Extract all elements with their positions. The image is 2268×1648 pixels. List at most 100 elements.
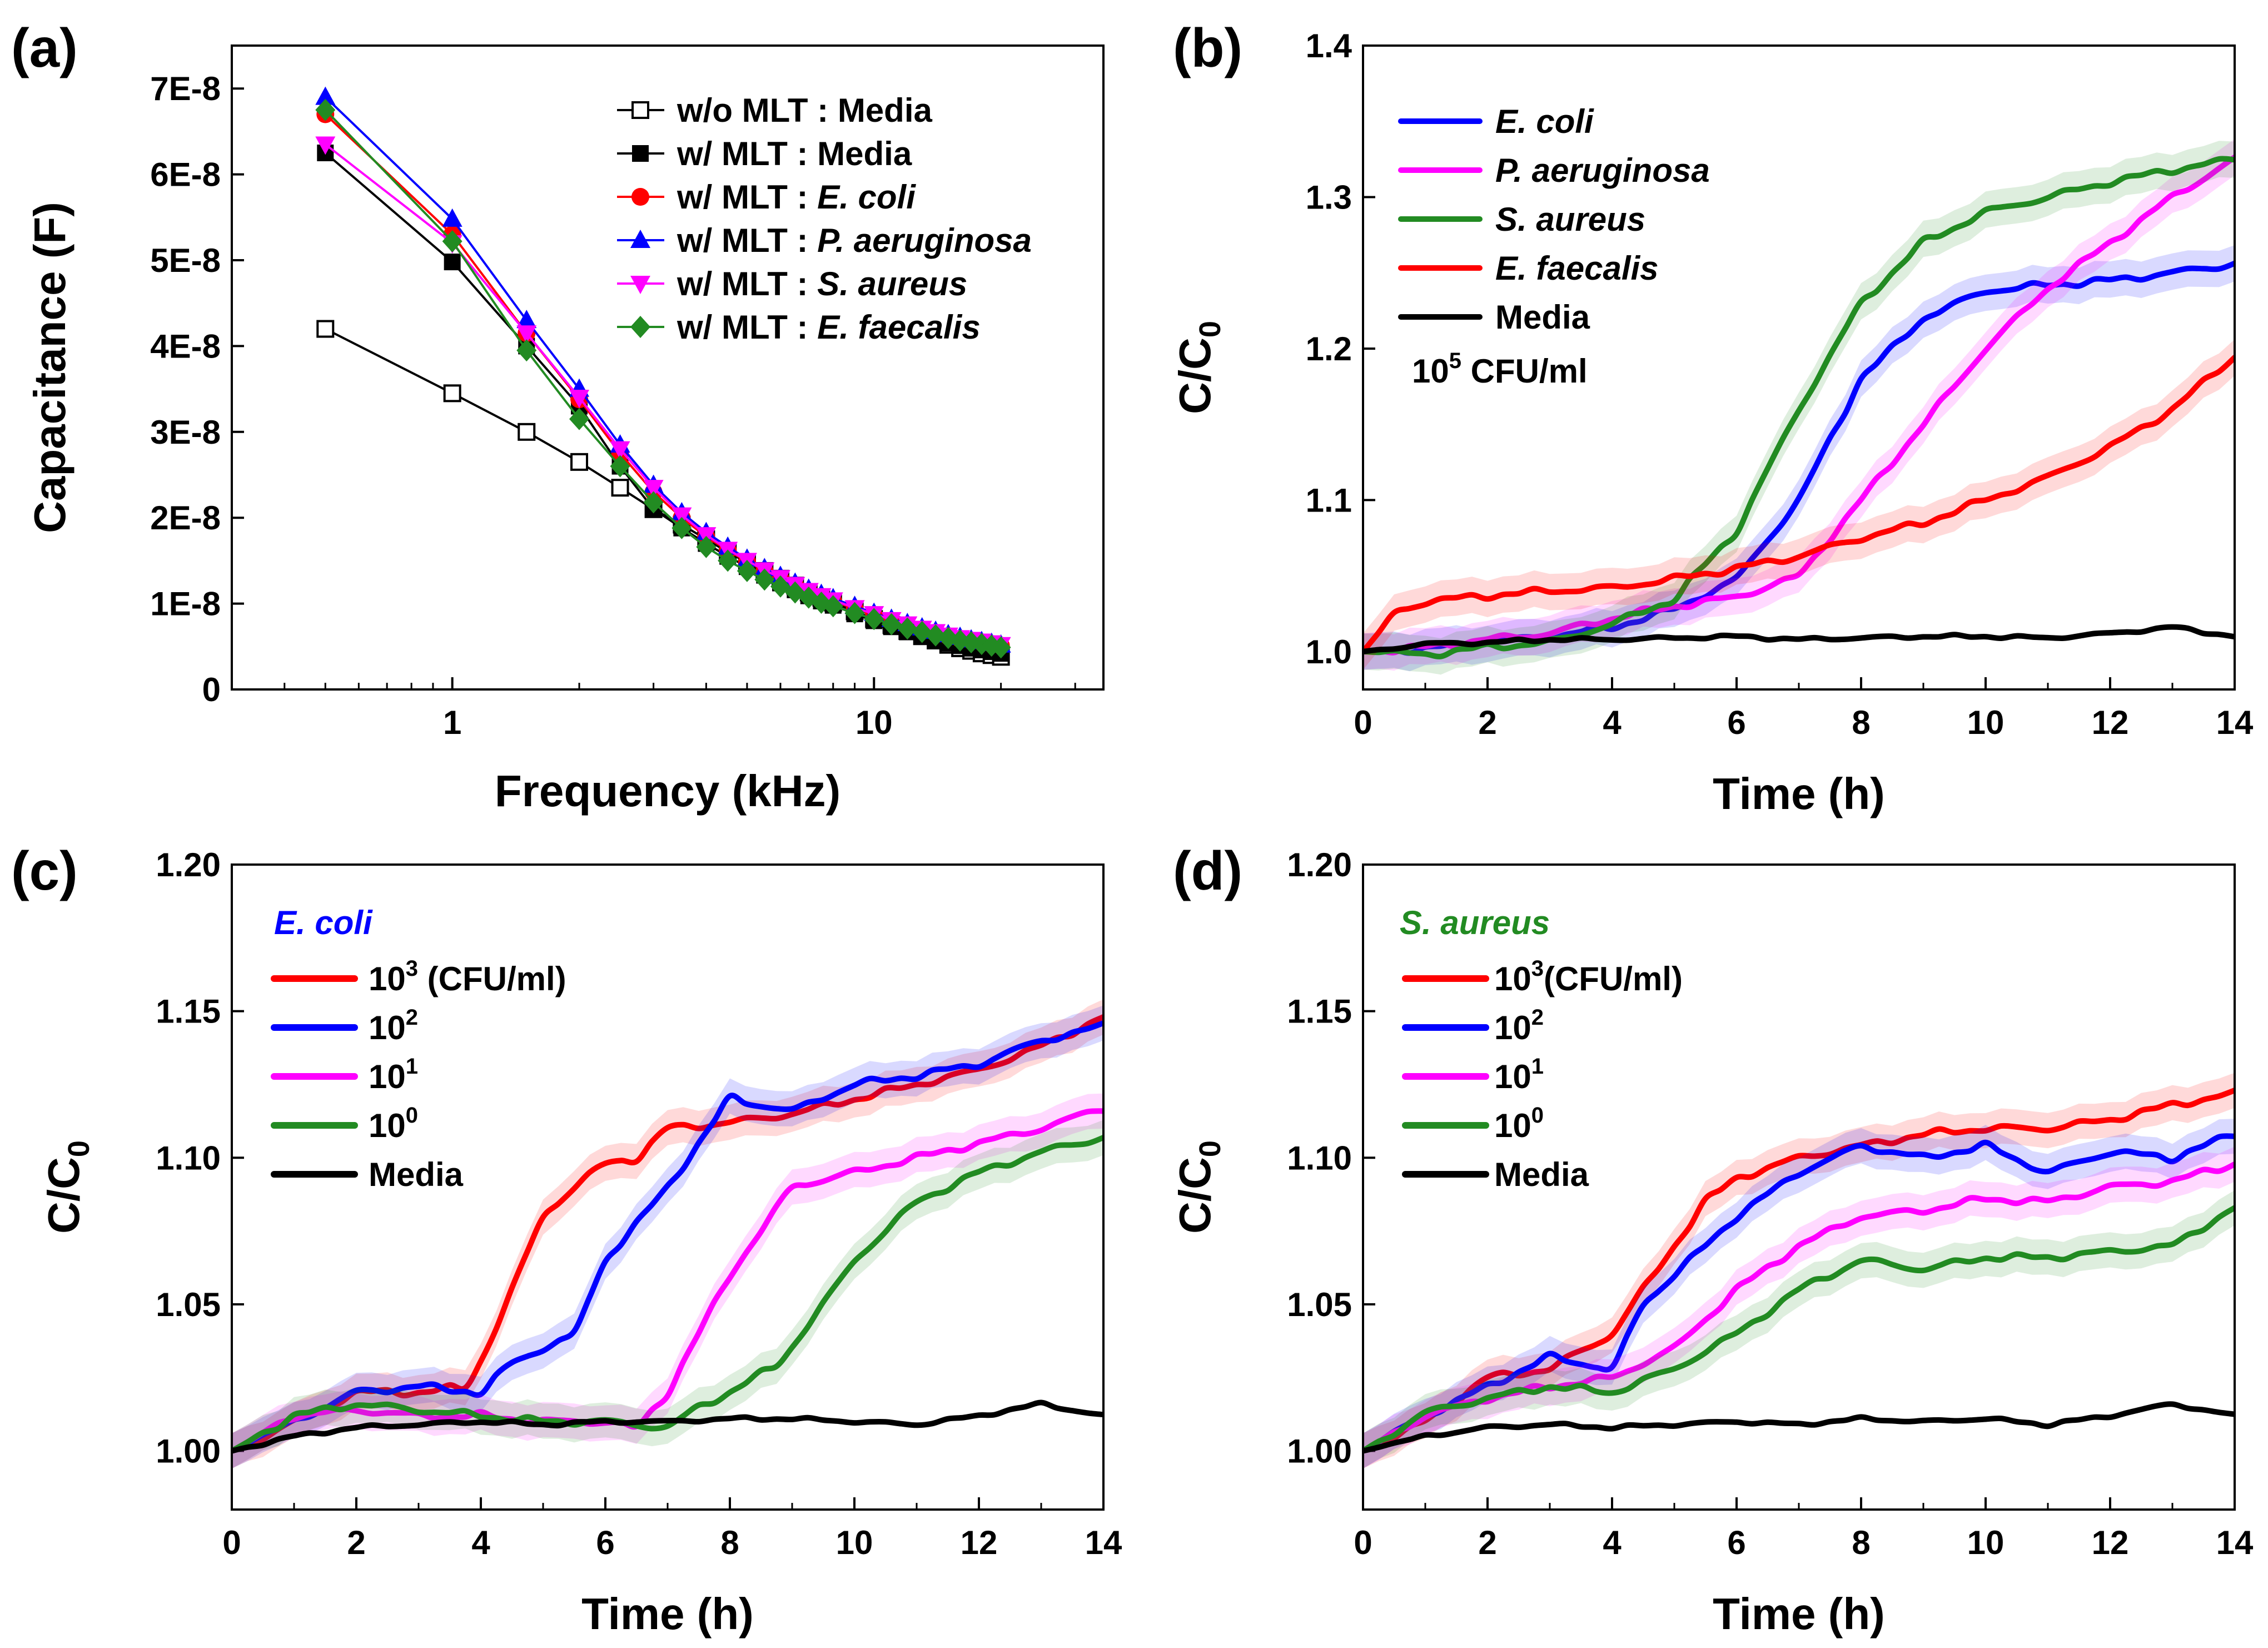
legend-label-base: Media <box>369 1156 464 1193</box>
y-axis-title-b: C/C0 <box>1170 321 1227 414</box>
legend-label-prefix: w/ MLT : <box>677 309 817 346</box>
annotation-base: 10 <box>1412 353 1449 390</box>
y-tick-label-c: 1.00 <box>156 1433 221 1470</box>
y-tick-label-a: 2E-8 <box>150 499 221 537</box>
legend-label-species: Media <box>817 135 912 172</box>
legend-label-prefix: w/ MLT : <box>677 135 817 172</box>
x-axis-title-c: Time (h) <box>581 1589 754 1639</box>
y-tick-label-a: 3E-8 <box>150 414 221 451</box>
y-tick-label-d: 1.20 <box>1287 846 1352 883</box>
x-tick-label-c: 2 <box>347 1524 365 1561</box>
y-axis-title-a: Capacitance (F) <box>25 202 74 533</box>
x-tick-label-c: 14 <box>1085 1524 1122 1561</box>
marker-triangle-down <box>516 325 537 344</box>
marker-diamond <box>754 568 775 591</box>
x-axis-title-d: Time (h) <box>1713 1589 1885 1639</box>
x-tick-label-c: 10 <box>836 1524 873 1561</box>
y-tick-label-b: 1.1 <box>1306 482 1352 519</box>
marker-triangle-down <box>672 507 692 526</box>
marker-triangle-up <box>516 310 537 329</box>
marker-triangle-up <box>315 86 336 105</box>
legend-label-sup: 3 <box>1531 956 1544 981</box>
series-line-b <box>1363 154 2235 656</box>
legend-label-d: Media <box>1494 1156 1589 1193</box>
marker-open-square <box>611 479 629 497</box>
legend-label-base: 10 <box>1494 1107 1531 1144</box>
legend-label-species: Media <box>838 92 933 129</box>
marker-diamond <box>926 624 946 647</box>
y-tick-label-b: 1.4 <box>1306 27 1352 64</box>
data-c <box>232 999 1103 1469</box>
legend-label-c: 102 <box>369 1005 418 1046</box>
legend-label-base: 10 <box>369 1107 406 1144</box>
x-tick-label-b: 4 <box>1603 704 1622 741</box>
legend-label-c: 103 (CFU/ml) <box>369 956 566 997</box>
marker-open-square <box>518 423 536 441</box>
x-tick-label-a: 1 <box>443 704 461 741</box>
series-line-a <box>325 143 1001 646</box>
legend-label-d: 103(CFU/ml) <box>1494 956 1683 997</box>
y-tick-label-d: 1.15 <box>1287 993 1352 1030</box>
marker-triangle-down <box>643 480 664 499</box>
x-tick-label-b: 8 <box>1852 704 1870 741</box>
axes-a-frame <box>231 44 1105 691</box>
marker-triangle-up <box>630 230 650 248</box>
y-axis-title-c: C/C0 <box>39 1140 96 1234</box>
x-tick-label-b: 2 <box>1478 704 1496 741</box>
annotation-rest: CFU/ml <box>1461 353 1588 390</box>
legend-label-prefix: w/ MLT : <box>677 265 817 302</box>
y-tick-label-d: 1.00 <box>1287 1433 1352 1470</box>
legend-label-prefix: w/o MLT : <box>677 92 838 129</box>
y-tick-label-c: 1.10 <box>156 1139 221 1177</box>
x-tick-label-c: 6 <box>596 1524 614 1561</box>
legend-label-base: 10 <box>369 1058 406 1095</box>
axes-c-frame <box>231 863 1105 1511</box>
y-tick-label-b: 1.0 <box>1306 633 1352 671</box>
y-tick-label-a: 6E-8 <box>150 156 221 193</box>
panel-label-a: (a) <box>11 17 78 78</box>
y-tick-label-a: 1E-8 <box>150 585 221 623</box>
y-tick-label-c: 1.15 <box>156 993 221 1030</box>
y-axis-title-subscript: 0 <box>62 1140 96 1157</box>
marker-diamond <box>696 535 717 558</box>
marker-diamond <box>737 559 757 582</box>
data-d <box>1363 1073 2235 1469</box>
marker-diamond <box>770 575 790 598</box>
marker-diamond <box>912 621 932 643</box>
marker-open-square <box>316 320 335 338</box>
legend-label-rest: (CFU/ml) <box>1544 960 1683 997</box>
legend-label-a: w/ MLT : E. faecalis <box>677 309 981 346</box>
error-band-c <box>232 1120 1103 1469</box>
y-tick-label-d: 1.10 <box>1287 1139 1352 1177</box>
x-tick-label-d: 12 <box>2092 1524 2129 1561</box>
legend-label-a: w/ MLT : P. aeruginosa <box>677 222 1032 259</box>
series-line-c <box>232 1020 1103 1454</box>
error-band-d <box>1363 1073 2235 1469</box>
legend-label-d: 102 <box>1494 1005 1544 1046</box>
legend-label-a: w/o MLT : Media <box>677 92 932 129</box>
series-line-b <box>1363 156 2235 659</box>
panel-label-d: (d) <box>1173 840 1242 901</box>
x-tick-label-b: 12 <box>2092 704 2129 741</box>
legend-label-species: P. aeruginosa <box>817 222 1032 259</box>
x-tick-label-c: 4 <box>471 1524 490 1561</box>
x-tick-label-d: 6 <box>1727 1524 1745 1561</box>
y-tick-label-a: 0 <box>202 671 221 708</box>
x-tick-label-b: 0 <box>1354 704 1372 741</box>
legend-label-species: E. coli <box>817 178 916 216</box>
series-a-5 <box>315 98 1011 659</box>
legend-label-b: E. coli <box>1495 103 1594 140</box>
legend-label-base: Media <box>1494 1156 1589 1193</box>
annotation-sup: 5 <box>1449 349 1461 373</box>
marker-diamond <box>516 339 537 362</box>
axes-b-frame <box>1362 44 2236 691</box>
legend-label-c: 101 <box>369 1054 418 1095</box>
y-tick-label-a: 5E-8 <box>150 242 221 279</box>
legend-label-base: 10 <box>369 1009 406 1046</box>
x-tick-label-d: 2 <box>1478 1524 1496 1561</box>
